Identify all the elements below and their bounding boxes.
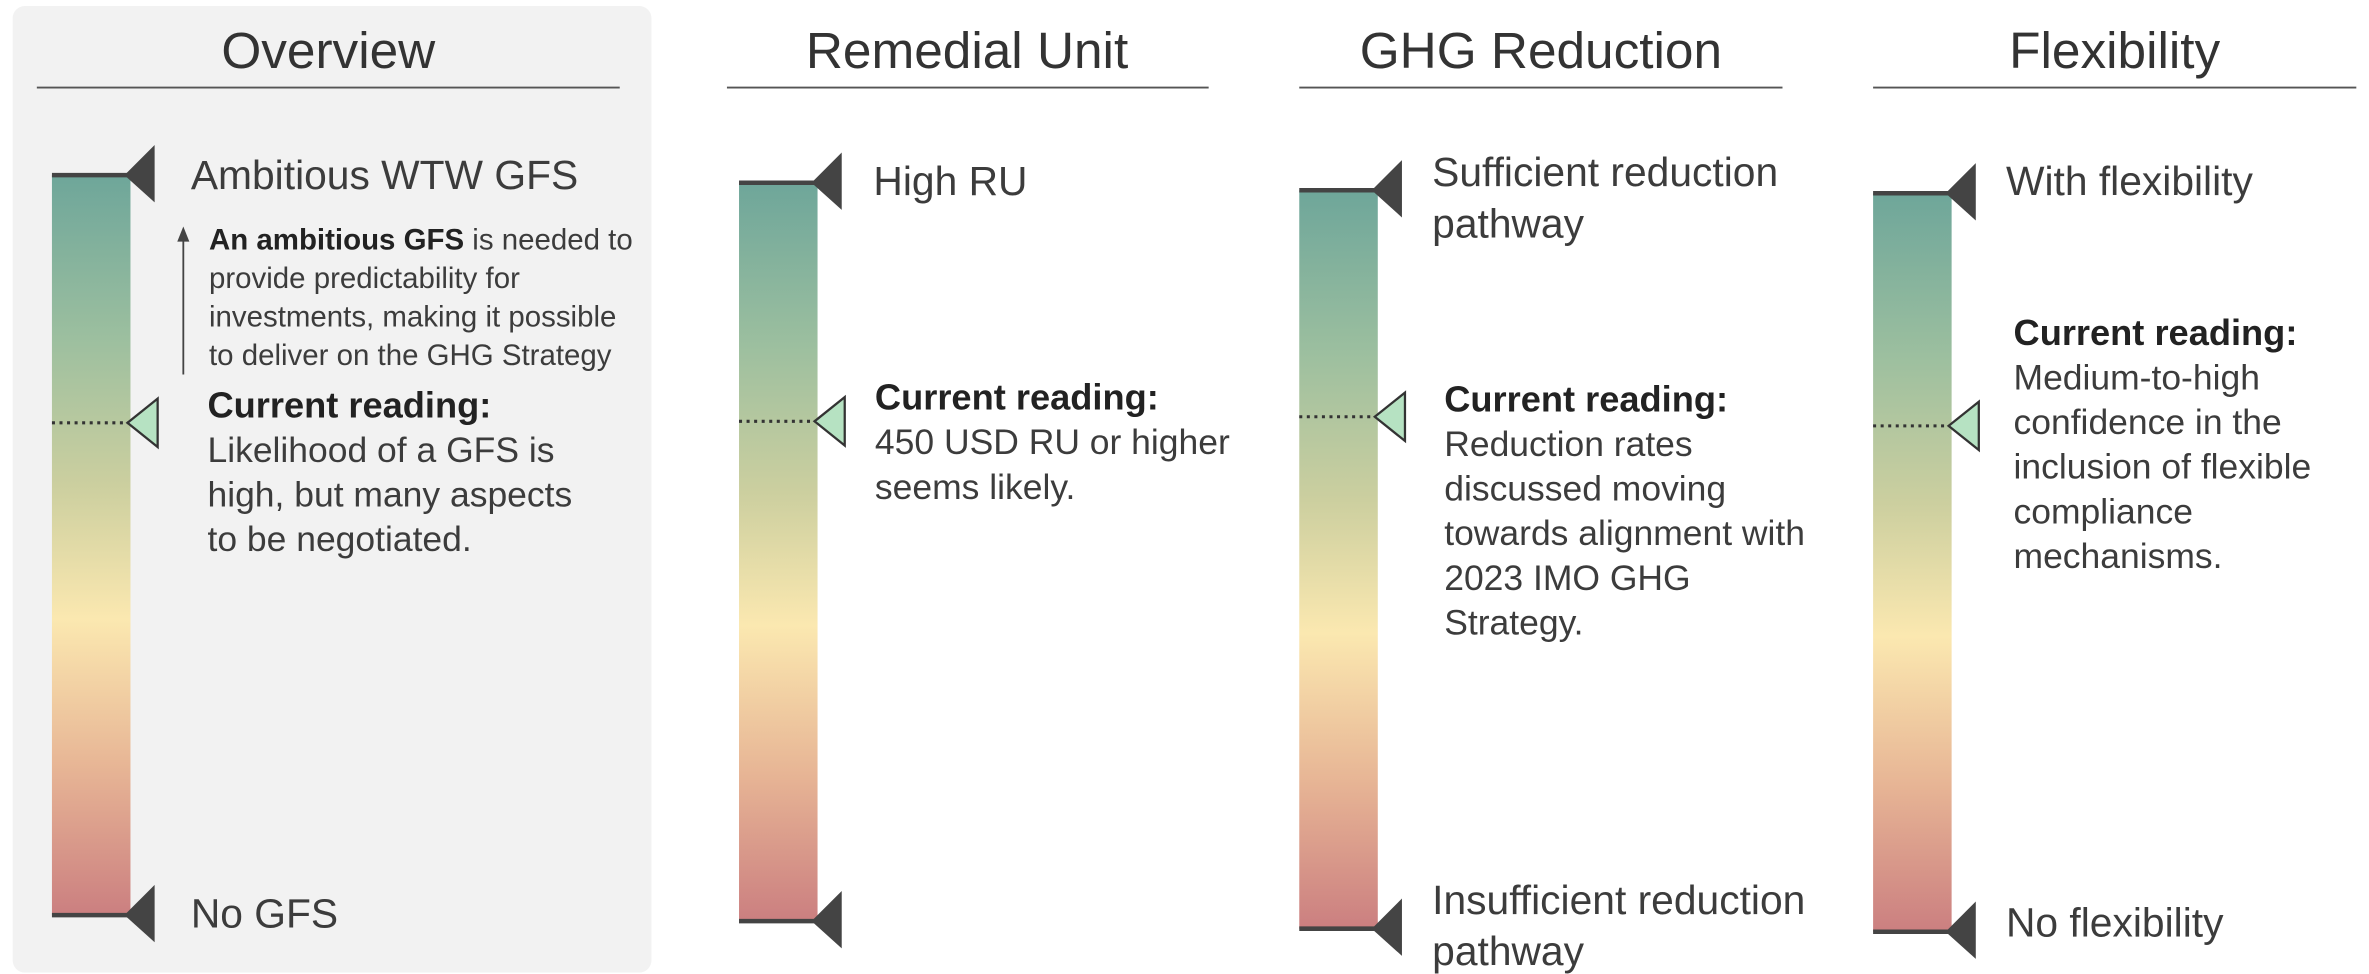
reading-text: 450 USD RU or higher xyxy=(875,422,1230,462)
reading-marker xyxy=(812,394,846,448)
scale-bar xyxy=(1873,193,1952,932)
scale-bar xyxy=(51,175,131,916)
reading-text: compliance xyxy=(2014,491,2193,531)
end-marker xyxy=(124,144,155,203)
scale-bar xyxy=(1299,190,1378,929)
reading-text: towards alignment with xyxy=(1444,513,1805,553)
reading-heading: Current reading: xyxy=(1444,378,1728,419)
reading-marker xyxy=(1946,399,1980,453)
top-label: Sufficient reduction xyxy=(1432,149,1778,195)
top-label: With flexibility xyxy=(2006,158,2254,204)
bottom-label: No GFS xyxy=(191,890,338,936)
end-marker xyxy=(1945,163,1976,221)
reading-text: to be negotiated. xyxy=(207,519,471,559)
reading-text: Strategy. xyxy=(1444,603,1583,643)
reading-text: Medium-to-high xyxy=(2014,357,2260,397)
note-line: investments, making it possible xyxy=(209,300,616,333)
note-line: to deliver on the GHG Strategy xyxy=(209,339,612,372)
note-text: investments, making it possible xyxy=(209,300,616,333)
end-marker xyxy=(811,890,842,949)
end-marker xyxy=(811,152,842,210)
reading-text: Likelihood of a GFS is xyxy=(207,430,554,470)
reading-marker xyxy=(1372,390,1407,444)
bottom-label: No flexibility xyxy=(2006,899,2224,945)
note-line: is needed to xyxy=(464,223,633,256)
reading-text: seems likely. xyxy=(875,467,1075,507)
end-marker xyxy=(1371,160,1402,218)
bottom-label: Insufficient reduction xyxy=(1432,877,1805,923)
note-text: An ambitious GFS is needed to xyxy=(209,223,633,256)
overview-background xyxy=(12,6,652,973)
reading-text: 2023 IMO GHG xyxy=(1444,558,1690,598)
reading-heading: Current reading: xyxy=(207,384,491,425)
top-label: Ambitious WTW GFS xyxy=(191,152,578,198)
top-label: High RU xyxy=(873,158,1027,204)
reading-text: discussed moving xyxy=(1444,468,1726,508)
reading-marker xyxy=(125,396,159,450)
top-label: pathway xyxy=(1432,200,1584,246)
bottom-label: pathway xyxy=(1432,928,1584,974)
reading-heading: Current reading: xyxy=(875,377,1159,418)
end-marker xyxy=(1371,898,1402,956)
note-arrowhead xyxy=(177,226,190,242)
note-text: provide predictability for xyxy=(209,262,520,295)
reading-heading: Current reading: xyxy=(2014,312,2298,353)
panel-title: GHG Reduction xyxy=(1360,22,1722,79)
note-bold: An ambitious GFS xyxy=(209,223,464,256)
reading-text: high, but many aspects xyxy=(207,474,572,514)
reading-text: confidence in the xyxy=(2014,402,2282,442)
panel-title: Flexibility xyxy=(2009,22,2220,79)
end-marker xyxy=(124,884,155,943)
reading-text: mechanisms. xyxy=(2014,536,2223,576)
reading-text: inclusion of flexible xyxy=(2014,447,2312,487)
reading-text: Reduction rates xyxy=(1444,424,1692,464)
panel-title: Overview xyxy=(221,22,436,79)
note-line: provide predictability for xyxy=(209,262,520,295)
end-marker xyxy=(1945,901,1976,959)
scale-bar xyxy=(739,182,818,922)
panel-title: Remedial Unit xyxy=(806,22,1128,79)
note-text: to deliver on the GHG Strategy xyxy=(209,339,612,372)
